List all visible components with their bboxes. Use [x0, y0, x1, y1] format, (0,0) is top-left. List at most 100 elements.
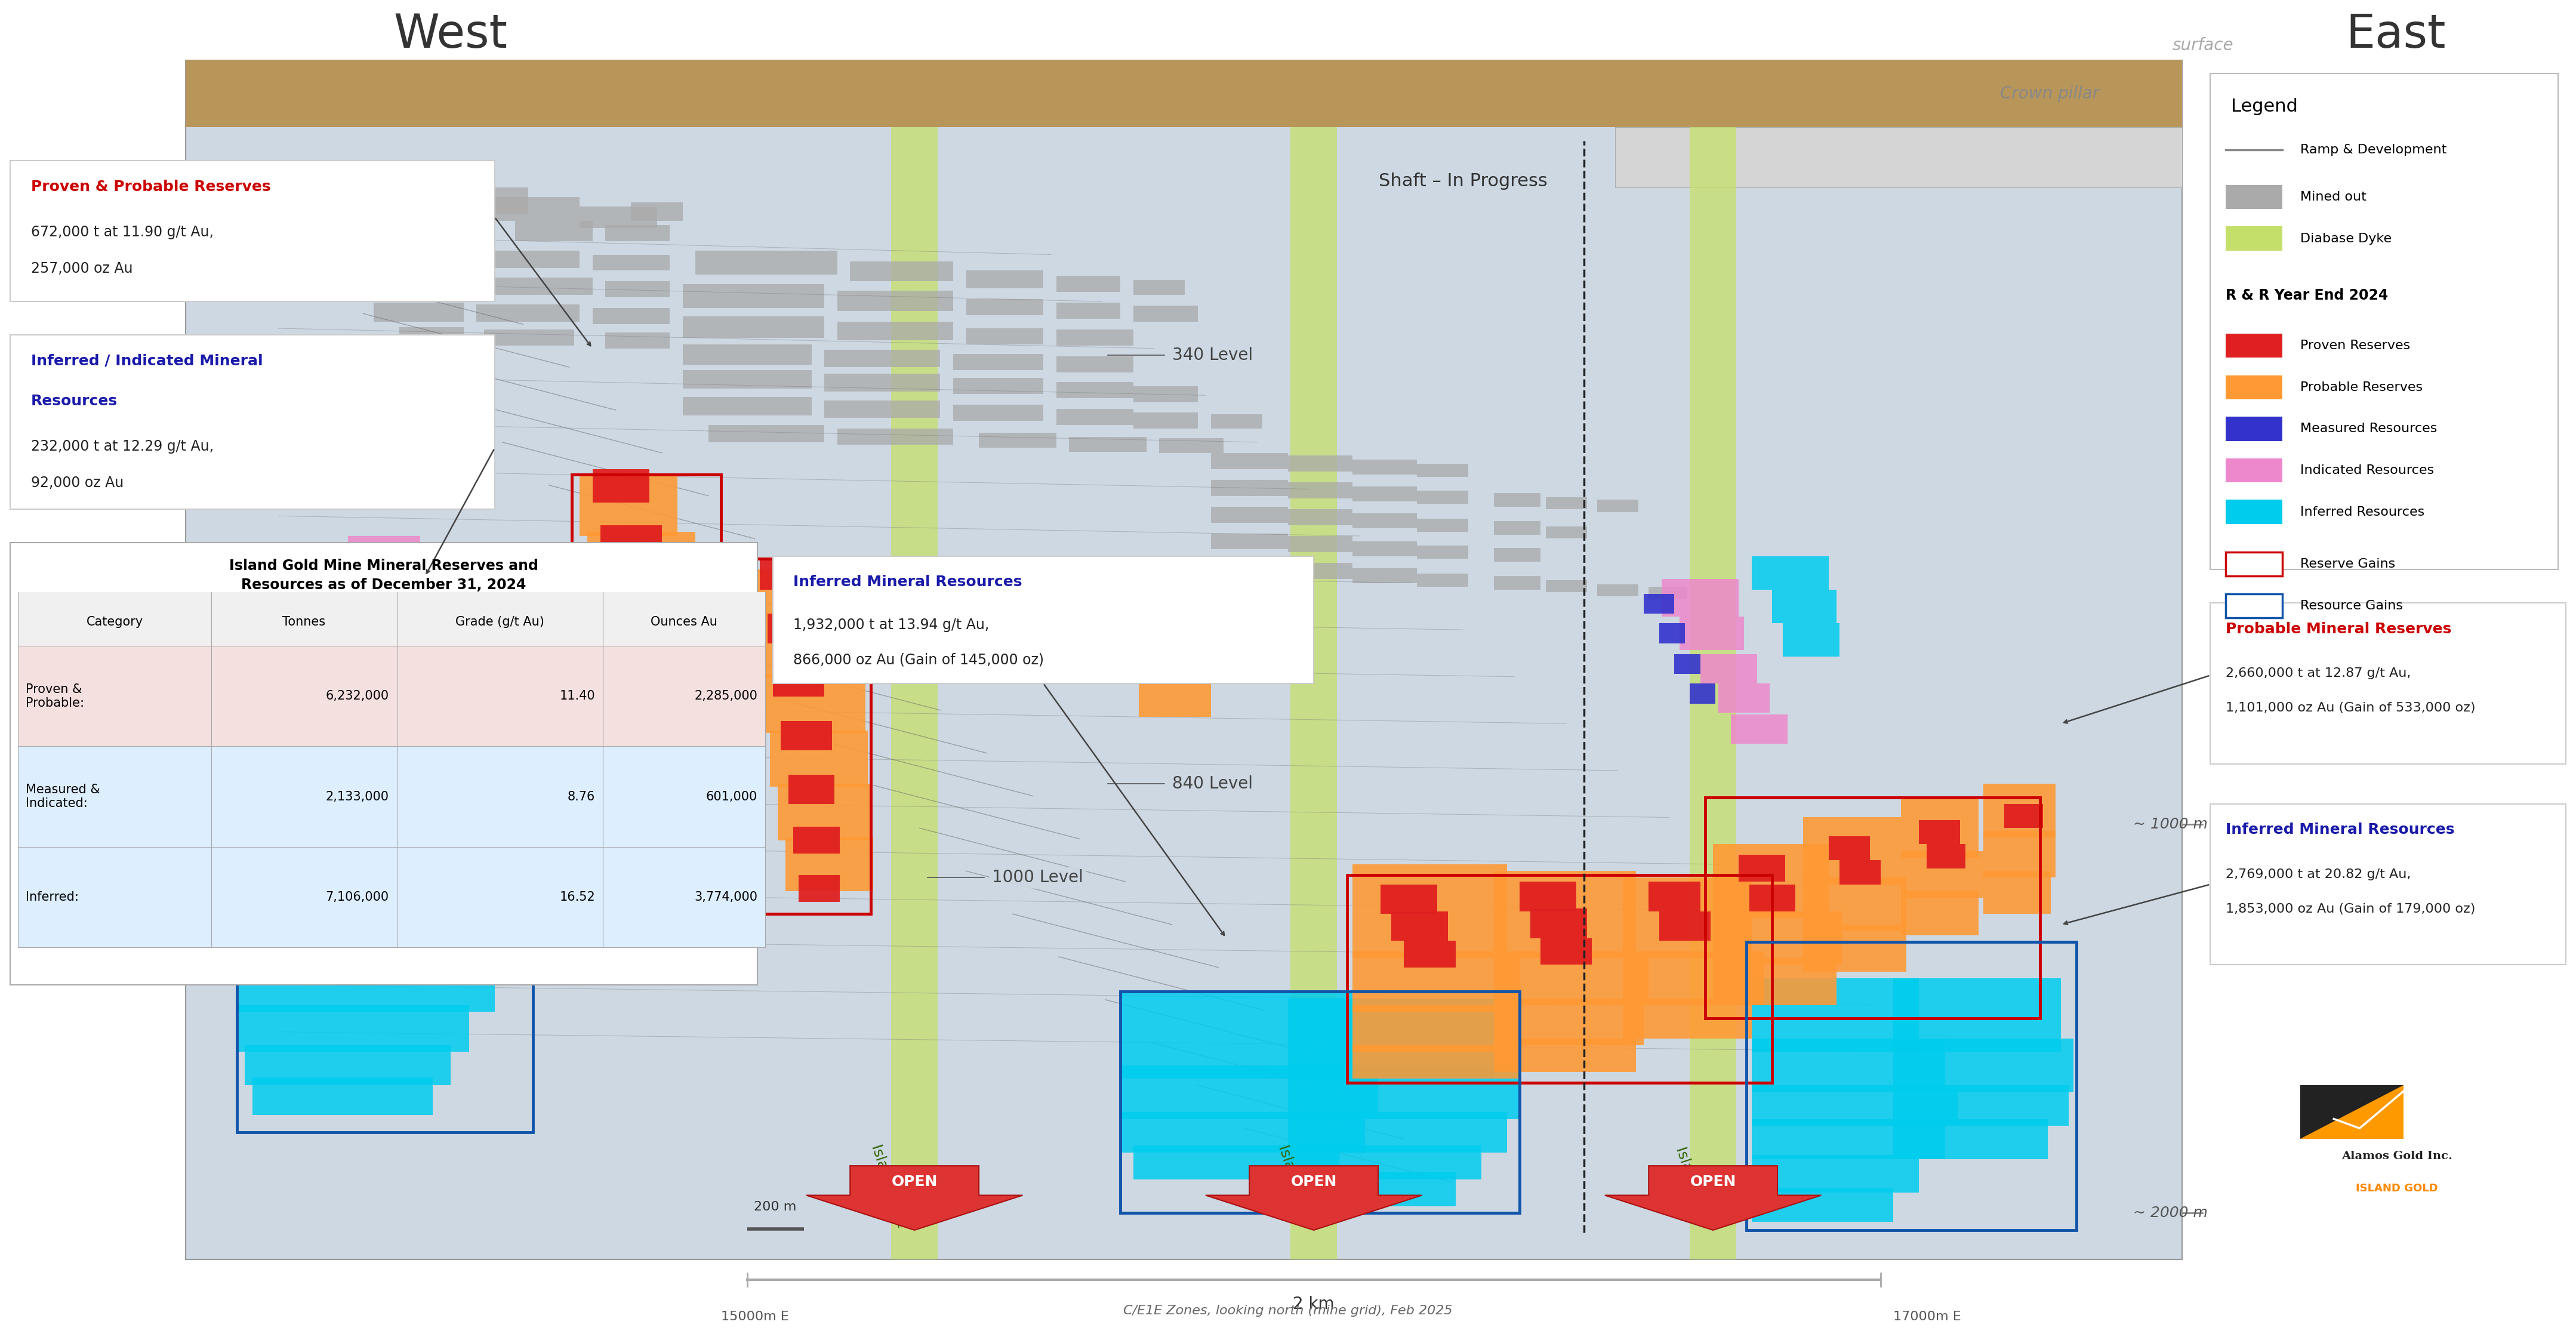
Text: 8.76: 8.76 [567, 791, 595, 803]
Bar [237, 911, 507, 965]
Bar [1121, 992, 1352, 1079]
Bar [1133, 386, 1198, 402]
Text: Proven & Probable Reserves: Proven & Probable Reserves [31, 180, 270, 194]
Bar [2004, 804, 2043, 828]
Bar [1211, 480, 1288, 496]
Bar [966, 271, 1043, 288]
Bar [768, 614, 819, 643]
Bar [755, 620, 863, 677]
Bar [1494, 521, 1540, 535]
Bar [1121, 992, 1520, 1213]
Text: 3,774,000: 3,774,000 [693, 891, 757, 903]
Text: 1,101,000 oz Au (Gain of 533,000 oz): 1,101,000 oz Au (Gain of 533,000 oz) [2226, 702, 2476, 714]
Bar [1783, 623, 1839, 657]
Bar [237, 858, 507, 918]
Bar [1494, 576, 1540, 590]
Bar [1056, 303, 1121, 319]
Text: OPEN: OPEN [1690, 1175, 1736, 1189]
Bar [1288, 482, 1352, 498]
Bar [1674, 654, 1700, 674]
Bar [2226, 334, 2282, 358]
Bar [2226, 375, 2282, 399]
Bar [2226, 500, 2282, 524]
Bar [1772, 590, 1837, 623]
Bar [837, 322, 953, 340]
Bar [1404, 941, 1455, 967]
Text: 340 Level: 340 Level [1172, 347, 1252, 363]
Bar [361, 275, 464, 295]
Text: 11.40: 11.40 [559, 690, 595, 702]
Text: 672,000 t at 11.90 g/t Au,: 672,000 t at 11.90 g/t Au, [31, 225, 214, 240]
Text: Measured &
Indicated:: Measured & Indicated: [26, 784, 100, 809]
Bar [1139, 682, 1211, 717]
Bar [2210, 74, 2558, 570]
Text: 620 Level: 620 Level [1172, 575, 1252, 591]
Bar [1288, 1065, 1520, 1119]
Bar [618, 634, 675, 666]
Bar [683, 397, 811, 415]
Bar [1211, 507, 1288, 523]
Text: ~ 1000 m: ~ 1000 m [2133, 817, 2208, 831]
Text: Grade (g/t Au): Grade (g/t Au) [456, 616, 544, 627]
Bar [1829, 836, 1870, 860]
Bar [1546, 527, 1587, 539]
Text: 2 km: 2 km [1293, 1296, 1334, 1312]
Bar [1713, 958, 1837, 1005]
Text: Island West: Island West [868, 1143, 909, 1229]
Bar [1623, 951, 1765, 1005]
Bar [1417, 464, 1468, 477]
Bar [1901, 891, 1978, 935]
Bar [237, 797, 533, 1132]
Bar [1919, 820, 1960, 844]
Text: 17000m E: 17000m E [1893, 1311, 1960, 1323]
Text: West: West [394, 12, 507, 58]
Bar [386, 543, 451, 576]
Bar [1893, 1085, 2069, 1126]
Text: East: East [2347, 12, 2445, 58]
Bar [281, 389, 307, 405]
Bar [10, 161, 495, 302]
Bar [1803, 817, 1901, 884]
Bar [1803, 878, 1906, 931]
Bar [683, 316, 824, 338]
Bar [1649, 587, 1687, 599]
Bar [1623, 878, 1752, 958]
Bar [399, 572, 451, 610]
Bar [18, 847, 765, 947]
Text: Probable Reserves: Probable Reserves [2300, 382, 2424, 393]
Bar [2210, 603, 2566, 764]
Bar [1288, 509, 1352, 525]
Bar [2226, 552, 2282, 576]
Text: 15000m E: 15000m E [721, 1311, 788, 1323]
Bar [696, 251, 837, 275]
Bar [1352, 513, 1417, 528]
Bar [605, 225, 670, 241]
Text: Ounces Au: Ounces Au [652, 616, 716, 627]
Bar [788, 775, 835, 804]
Bar [1718, 683, 1770, 713]
Bar [1381, 884, 1437, 914]
Text: Shaft – In Progress: Shaft – In Progress [1378, 173, 1548, 189]
Polygon shape [2300, 1085, 2403, 1139]
Bar [477, 277, 592, 295]
Bar [1893, 1038, 2074, 1092]
Bar [1690, 127, 1736, 1260]
Bar [335, 221, 489, 241]
Text: Proven Reserves: Proven Reserves [2300, 340, 2411, 351]
Bar [1288, 563, 1352, 579]
Bar [953, 405, 1043, 421]
Bar [237, 744, 443, 824]
Bar [1056, 409, 1133, 425]
Text: Inferred Mineral Resources: Inferred Mineral Resources [793, 575, 1023, 590]
Bar [850, 261, 953, 281]
Bar [1623, 998, 1752, 1039]
Bar [1659, 911, 1710, 941]
Text: 7,106,000: 7,106,000 [325, 891, 389, 903]
Bar [2300, 1085, 2403, 1139]
Bar [1288, 1112, 1507, 1152]
Bar [762, 674, 866, 733]
Bar [1069, 437, 1146, 452]
Text: 2,285,000: 2,285,000 [693, 690, 757, 702]
Text: 1,853,000 oz Au (Gain of 179,000 oz): 1,853,000 oz Au (Gain of 179,000 oz) [2226, 903, 2476, 915]
Bar [747, 570, 845, 623]
